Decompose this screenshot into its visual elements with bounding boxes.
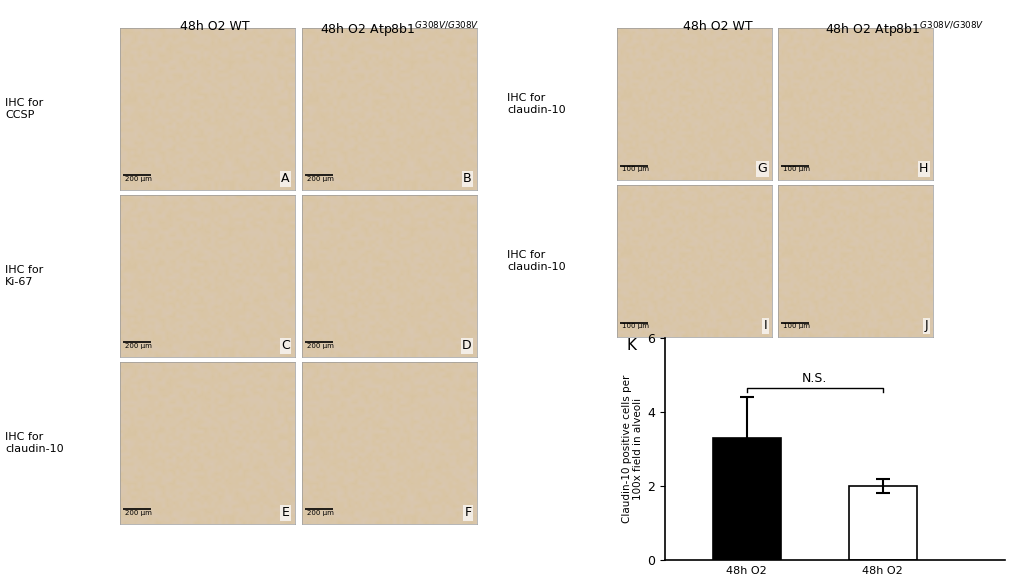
Text: 100 μm: 100 μm <box>782 323 809 329</box>
Text: K: K <box>627 338 637 353</box>
Text: J: J <box>924 320 927 332</box>
Text: F: F <box>465 506 471 519</box>
Y-axis label: Claudin-10 positive cells per
100x field in alveoli: Claudin-10 positive cells per 100x field… <box>621 375 643 523</box>
Text: I: I <box>763 320 766 332</box>
Text: 200 μm: 200 μm <box>307 176 334 182</box>
Text: 48h O2 WT: 48h O2 WT <box>683 20 752 33</box>
Bar <box>712 438 780 560</box>
Text: E: E <box>281 506 289 519</box>
Text: B: B <box>463 172 471 185</box>
Text: 200 μm: 200 μm <box>307 343 334 349</box>
Text: 100 μm: 100 μm <box>621 166 648 173</box>
Text: 200 μm: 200 μm <box>125 176 152 182</box>
Text: 200 μm: 200 μm <box>125 510 152 516</box>
Text: A: A <box>281 172 289 185</box>
Text: 200 μm: 200 μm <box>307 510 334 516</box>
Text: D: D <box>462 339 471 352</box>
Text: 48h O2 Atp8b1$^{G308V/G308V}$: 48h O2 Atp8b1$^{G308V/G308V}$ <box>824 20 983 40</box>
Text: IHC for
claudin-10: IHC for claudin-10 <box>5 432 63 454</box>
Text: N.S.: N.S. <box>801 372 826 385</box>
Text: H: H <box>918 163 927 175</box>
Text: IHC for
CCSP: IHC for CCSP <box>5 98 43 120</box>
Text: G: G <box>757 163 766 175</box>
Text: C: C <box>280 339 289 352</box>
Text: 100 μm: 100 μm <box>782 166 809 173</box>
Text: 200 μm: 200 μm <box>125 343 152 349</box>
Text: IHC for
claudin-10: IHC for claudin-10 <box>506 93 566 115</box>
Bar <box>848 486 916 560</box>
Text: IHC for
claudin-10: IHC for claudin-10 <box>506 250 566 272</box>
Text: 48h O2 Atp8b1$^{G308V/G308V}$: 48h O2 Atp8b1$^{G308V/G308V}$ <box>320 20 479 40</box>
Text: 48h O2 WT: 48h O2 WT <box>180 20 250 33</box>
Text: 100 μm: 100 μm <box>621 323 648 329</box>
Text: IHC for
Ki-67: IHC for Ki-67 <box>5 265 43 287</box>
